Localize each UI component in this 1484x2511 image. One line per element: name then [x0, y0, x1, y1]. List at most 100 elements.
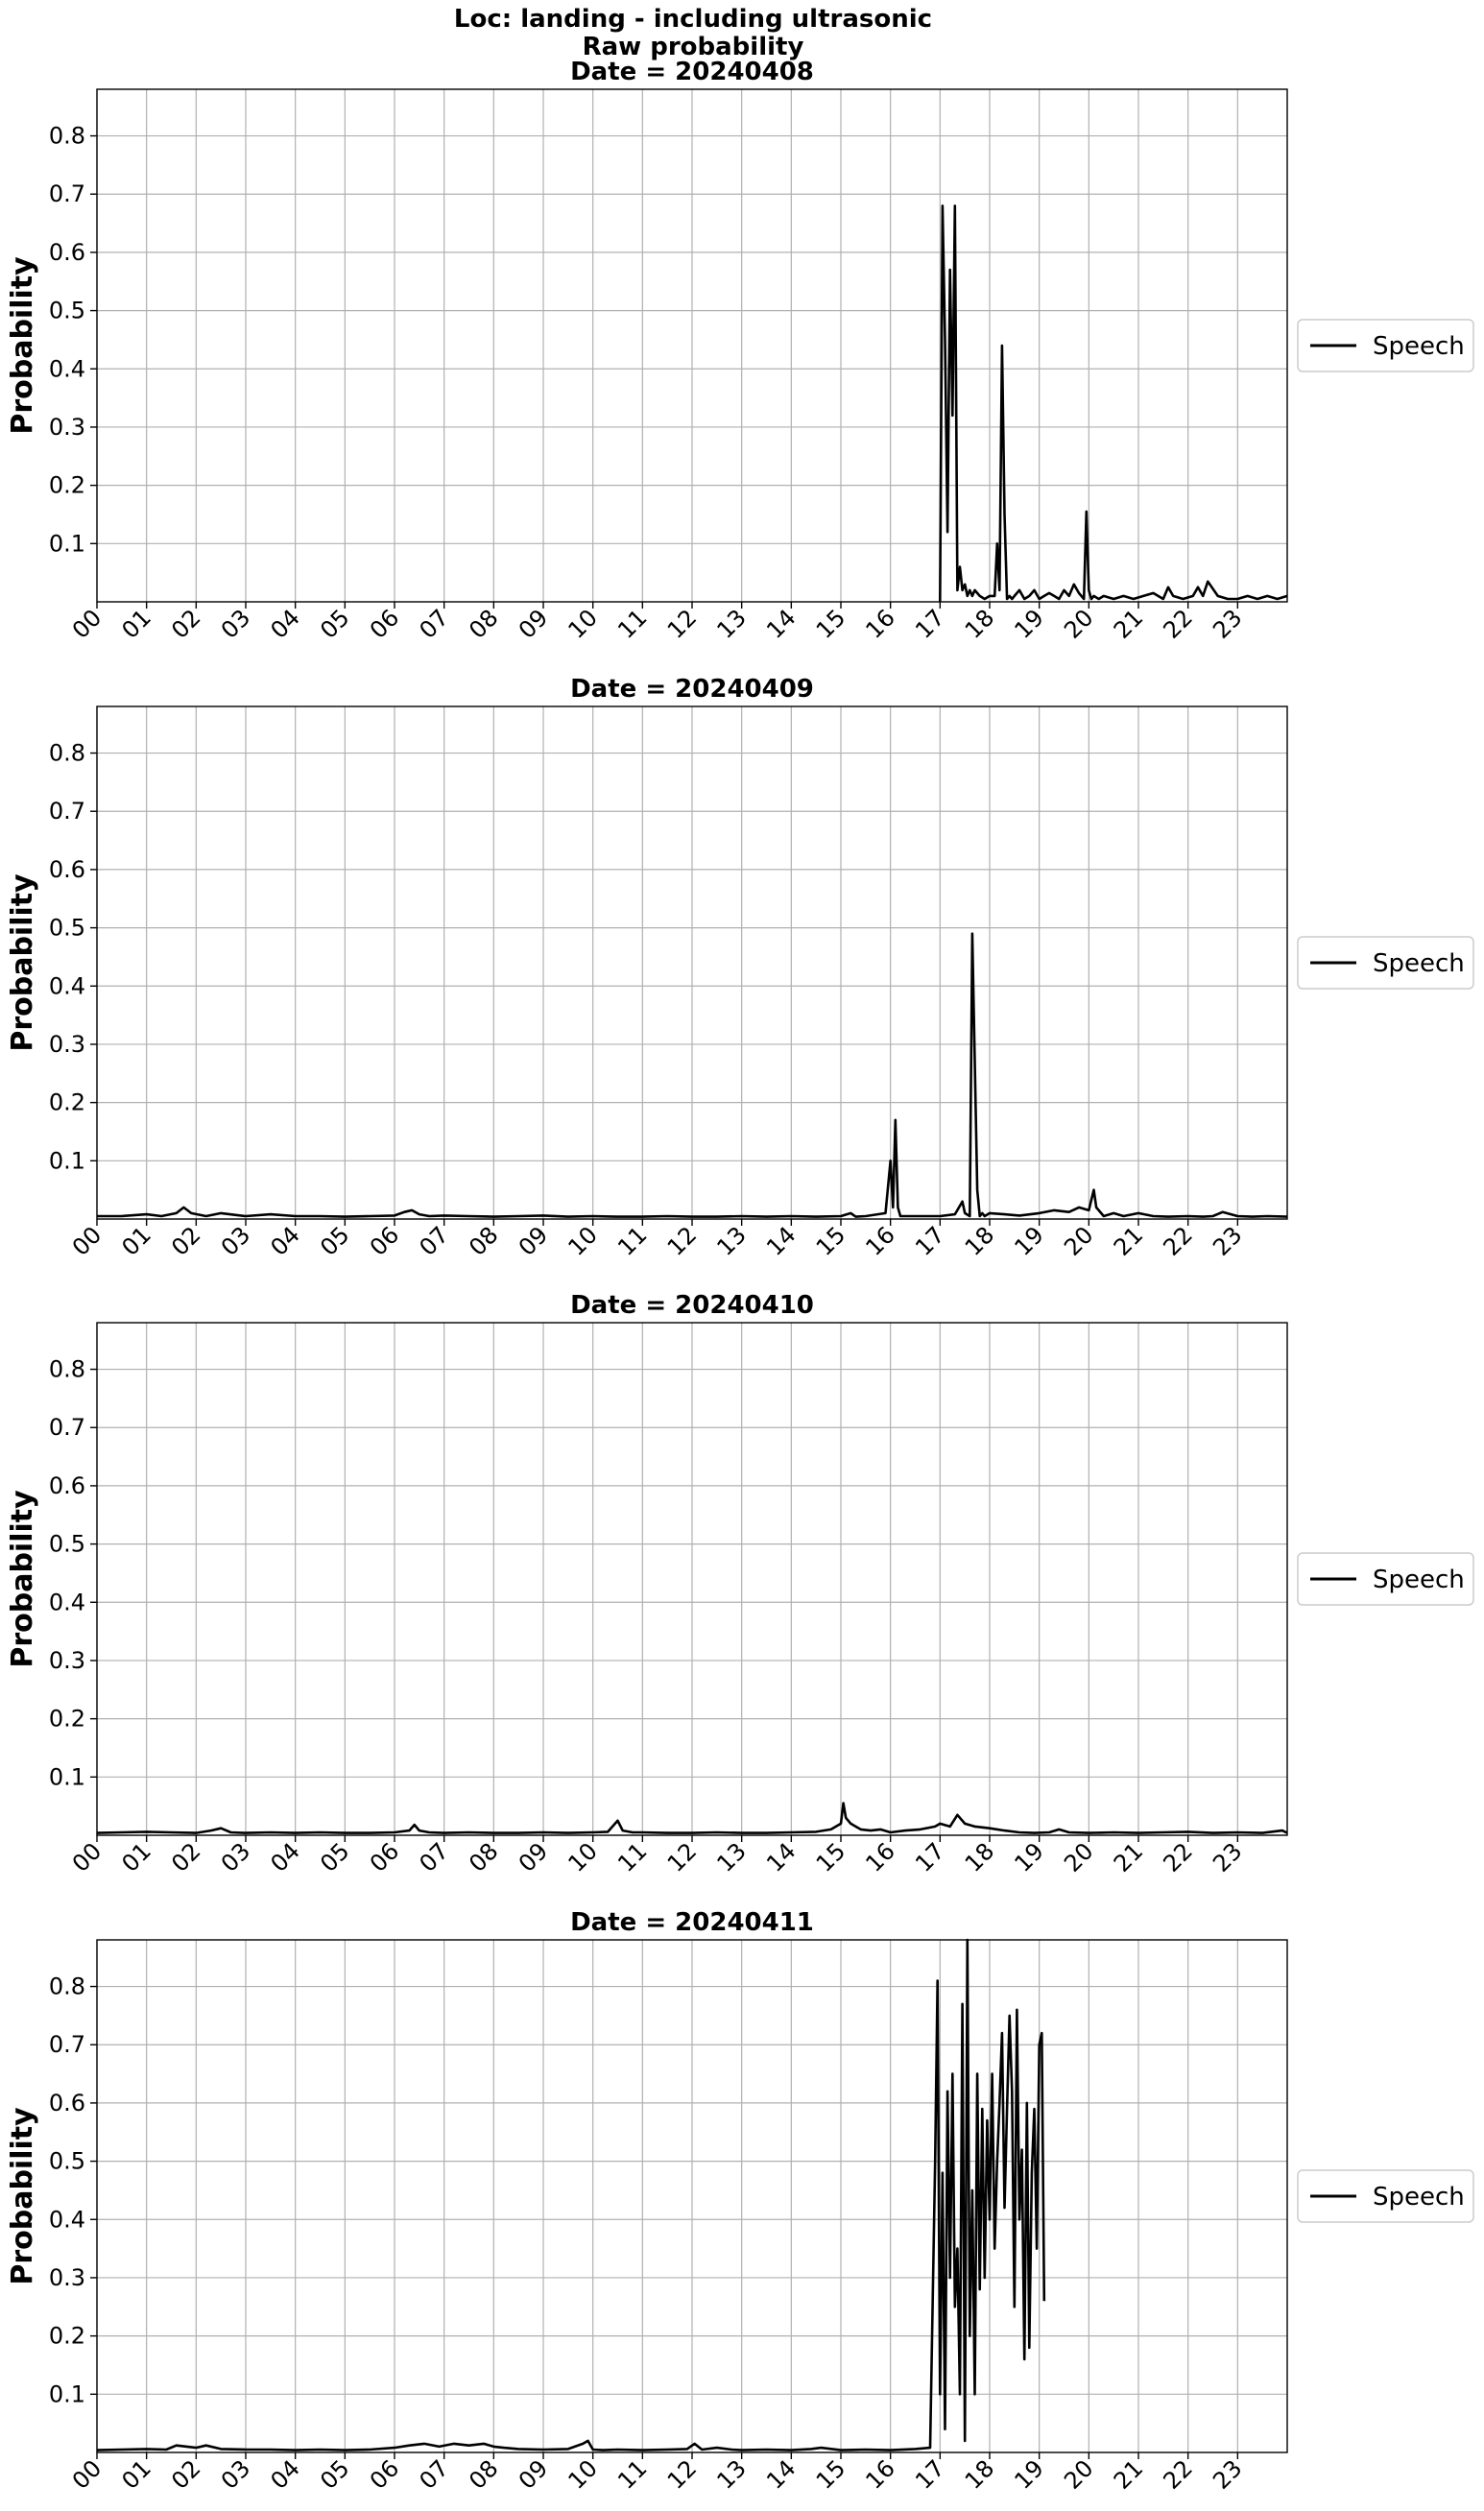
y-tick-label: 0.4 — [49, 972, 85, 999]
x-tick-label: 22 — [1159, 604, 1198, 643]
x-tick-label: 01 — [117, 2454, 156, 2494]
x-tick-label: 21 — [1109, 604, 1148, 643]
x-tick-label: 16 — [861, 604, 900, 643]
x-tick-label: 18 — [960, 604, 999, 643]
x-tick-label: 12 — [662, 1837, 702, 1877]
y-tick-label: 0.4 — [49, 355, 85, 382]
plot-frame — [96, 1322, 1288, 1836]
x-tick-label: 19 — [1010, 1221, 1049, 1260]
x-tick-label: 22 — [1159, 1837, 1198, 1877]
y-tick-label: 0.1 — [49, 530, 85, 557]
x-tick-label: 00 — [67, 2454, 107, 2494]
x-tick-label: 15 — [811, 1221, 850, 1260]
x-tick-label: 07 — [415, 604, 454, 643]
x-tick-label: 04 — [266, 604, 305, 643]
y-tick-label: 0.7 — [49, 1414, 85, 1441]
x-tick-label: 13 — [712, 2454, 752, 2494]
panel-title: Date = 20240408 — [570, 58, 814, 86]
legend: Speech — [1297, 319, 1474, 372]
y-tick-label: 0.6 — [49, 856, 85, 883]
y-tick-label: 0.3 — [49, 414, 85, 441]
y-tick-label: 0.2 — [49, 1089, 85, 1116]
x-tick-label: 03 — [216, 1837, 255, 1877]
x-tick-label: 17 — [910, 1837, 949, 1877]
x-tick-label: 06 — [365, 1837, 404, 1877]
x-tick-label: 05 — [315, 604, 354, 643]
y-tick-label: 0.5 — [49, 1531, 85, 1558]
chart-panel-2: Date = 20240409 00 01 02 03 04 05 06 07 08 09 10 11 1… — [6, 675, 1474, 1261]
panel-title: Date = 20240410 — [570, 1291, 814, 1320]
x-tick-label: 06 — [365, 604, 404, 643]
x-tick-label: 19 — [1010, 1837, 1049, 1877]
x-tick-label: 14 — [761, 1221, 801, 1260]
x-tick-label: 06 — [365, 1221, 404, 1260]
x-tick-label: 15 — [811, 2454, 850, 2494]
x-tick-label: 11 — [612, 604, 652, 643]
chart-panel-1: Date = 20240408 00 01 02 03 04 05 06 07 08 09 10 11 1… — [6, 58, 1474, 644]
x-tick-label: 20 — [1059, 2454, 1098, 2494]
x-tick-label: 05 — [315, 1221, 354, 1260]
x-tick-label: 09 — [514, 2454, 553, 2494]
x-tick-label: 10 — [563, 1221, 603, 1260]
y-tick-label: 0.2 — [49, 472, 85, 499]
plot-frame — [96, 1939, 1288, 2453]
x-tick-label: 03 — [216, 1221, 255, 1260]
legend-label: Speech — [1373, 1566, 1465, 1594]
legend-label: Speech — [1373, 2183, 1465, 2212]
x-tick-label: 12 — [662, 604, 702, 643]
x-tick-label: 03 — [216, 2454, 255, 2494]
x-tick-label: 04 — [266, 1837, 305, 1877]
legend-label: Speech — [1373, 332, 1465, 361]
x-tick-label: 17 — [910, 2454, 949, 2494]
y-tick-label: 0.4 — [49, 2206, 85, 2233]
figure-title-line-1: Loc: landing - including ultrasonic — [454, 5, 932, 34]
x-tick-label: 00 — [67, 1837, 107, 1877]
y-axis-label: Probability — [6, 873, 39, 1052]
x-tick-label: 15 — [811, 1837, 850, 1877]
x-tick-label: 05 — [315, 2454, 354, 2494]
x-tick-label: 13 — [712, 1837, 752, 1877]
series-line-speech — [96, 1802, 1288, 1834]
x-tick-label: 01 — [117, 604, 156, 643]
panel-title: Date = 20240409 — [570, 675, 814, 704]
y-tick-label: 0.8 — [49, 740, 85, 767]
x-tick-label: 02 — [166, 2454, 205, 2494]
x-tick-label: 06 — [365, 2454, 404, 2494]
x-tick-label: 01 — [117, 1837, 156, 1877]
x-tick-label: 07 — [415, 1221, 454, 1260]
legend-box — [1297, 2169, 1474, 2223]
x-tick-label: 10 — [563, 1837, 603, 1877]
x-tick-label: 12 — [662, 1221, 702, 1260]
y-tick-label: 0.8 — [49, 1356, 85, 1383]
x-tick-label: 02 — [166, 1837, 205, 1877]
x-tick-label: 00 — [67, 1221, 107, 1260]
y-tick-label: 0.5 — [49, 915, 85, 942]
x-tick-label: 21 — [1109, 1837, 1148, 1877]
x-tick-label: 11 — [612, 1837, 652, 1877]
x-tick-label: 14 — [761, 1837, 801, 1877]
x-tick-label: 13 — [712, 1221, 752, 1260]
y-axis-label: Probability — [6, 2107, 39, 2285]
x-tick-label: 07 — [415, 2454, 454, 2494]
y-tick-label: 0.1 — [49, 1763, 85, 1790]
x-tick-label: 20 — [1059, 1837, 1098, 1877]
x-tick-label: 09 — [514, 604, 553, 643]
x-tick-label: 15 — [811, 604, 850, 643]
x-tick-label: 19 — [1010, 2454, 1049, 2494]
y-tick-label: 0.7 — [49, 180, 85, 207]
x-tick-label: 18 — [960, 1837, 999, 1877]
x-tick-label: 05 — [315, 1837, 354, 1877]
y-tick-label: 0.3 — [49, 2264, 85, 2291]
y-tick-label: 0.6 — [49, 2090, 85, 2116]
x-tick-label: 03 — [216, 604, 255, 643]
x-tick-label: 17 — [910, 1221, 949, 1260]
y-tick-label: 0.3 — [49, 1031, 85, 1058]
series-line-speech — [97, 932, 1288, 1218]
y-tick-label: 0.3 — [49, 1647, 85, 1674]
y-tick-label: 0.2 — [49, 2323, 85, 2350]
x-tick-label: 09 — [514, 1221, 553, 1260]
y-tick-label: 0.5 — [49, 298, 85, 324]
series-line-speech — [939, 204, 1288, 603]
